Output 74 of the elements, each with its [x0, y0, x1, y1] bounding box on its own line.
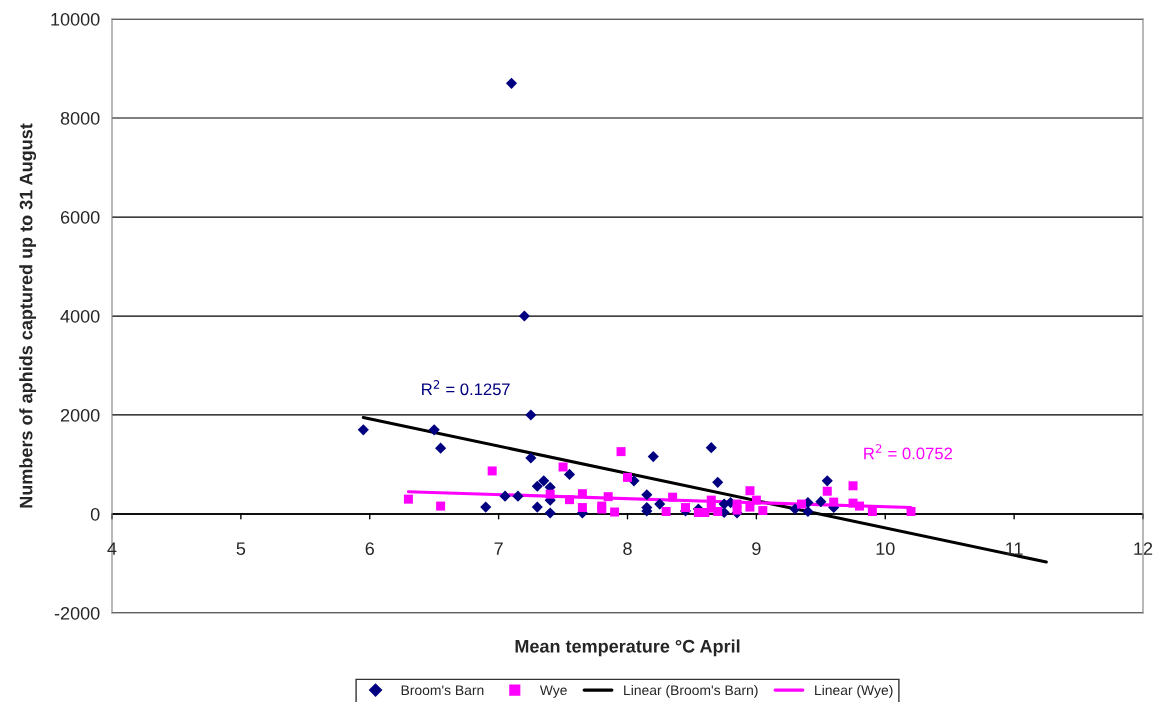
legend-label: Linear (Broom's Barn): [624, 684, 758, 698]
x-tick-label: 12: [1134, 542, 1153, 555]
point: [577, 489, 587, 499]
point: [357, 424, 369, 436]
point: [499, 490, 511, 502]
annotation: R$^{2}$ = 0.0752: [864, 444, 953, 460]
point: [745, 502, 755, 512]
y-tick-label: 10000: [51, 12, 100, 26]
point: [525, 452, 537, 464]
point: [603, 492, 613, 502]
point: [616, 447, 626, 457]
point: [641, 489, 653, 501]
point: [518, 310, 530, 322]
x-tick-label: 8: [623, 542, 632, 556]
x-tick-label: 7: [494, 542, 503, 555]
y-tick-label: 4000: [60, 309, 100, 323]
point: [867, 507, 877, 517]
point: [558, 462, 568, 472]
y-tick-label: 8000: [60, 111, 100, 125]
point: [661, 507, 671, 517]
x-tick-label: 5: [236, 542, 246, 556]
point: [713, 507, 723, 517]
point: [815, 496, 827, 508]
x-tick-label: 11: [1006, 542, 1023, 555]
point: [610, 507, 620, 517]
annotation: R$^{2}$ = 0.1257: [422, 379, 510, 396]
legend-label: Broom's Barn: [401, 685, 484, 696]
point: [623, 472, 632, 482]
point: [577, 503, 587, 513]
point: [436, 501, 446, 511]
x-axis-title: Mean temperature °C April: [515, 639, 740, 657]
point: [545, 489, 555, 499]
point: [848, 481, 858, 491]
point: [435, 442, 447, 454]
x-tick-label: 9: [752, 542, 761, 556]
point: [512, 490, 524, 502]
point: [647, 451, 659, 463]
point: [525, 409, 537, 421]
point: [854, 501, 864, 511]
point: [531, 480, 543, 492]
point: [822, 486, 832, 496]
point: [487, 466, 497, 476]
y-tick-label: -2000: [54, 606, 100, 620]
y-tick-label: 6000: [60, 210, 100, 224]
point: [906, 507, 916, 517]
y-tick-label: 0: [90, 507, 100, 521]
point: [668, 492, 678, 502]
y-axis-title: Numbers of aphids captured up to 31 August: [19, 123, 37, 508]
point: [428, 424, 440, 436]
x-tick-label: 4: [107, 542, 117, 555]
point: [705, 442, 717, 454]
point: [480, 501, 492, 513]
x-tick-label: 6: [365, 542, 374, 556]
point: [829, 497, 839, 507]
y-tick-label: 2000: [60, 408, 100, 422]
x-tick-label: 10: [876, 542, 895, 556]
point: [821, 475, 833, 487]
point: [796, 499, 806, 509]
point: [544, 507, 556, 519]
point: [751, 495, 761, 505]
point: [745, 486, 755, 496]
point: [758, 506, 768, 516]
point: [563, 468, 576, 480]
point: [712, 476, 724, 488]
point: [538, 475, 550, 487]
point: [654, 498, 666, 510]
legend-label: Wye: [539, 685, 567, 698]
point: [732, 505, 742, 515]
point: [403, 494, 413, 504]
point: [680, 503, 690, 513]
point: [505, 77, 518, 89]
point: [565, 495, 575, 505]
point: [531, 501, 543, 513]
legend-label: Linear (Wye): [815, 684, 893, 698]
